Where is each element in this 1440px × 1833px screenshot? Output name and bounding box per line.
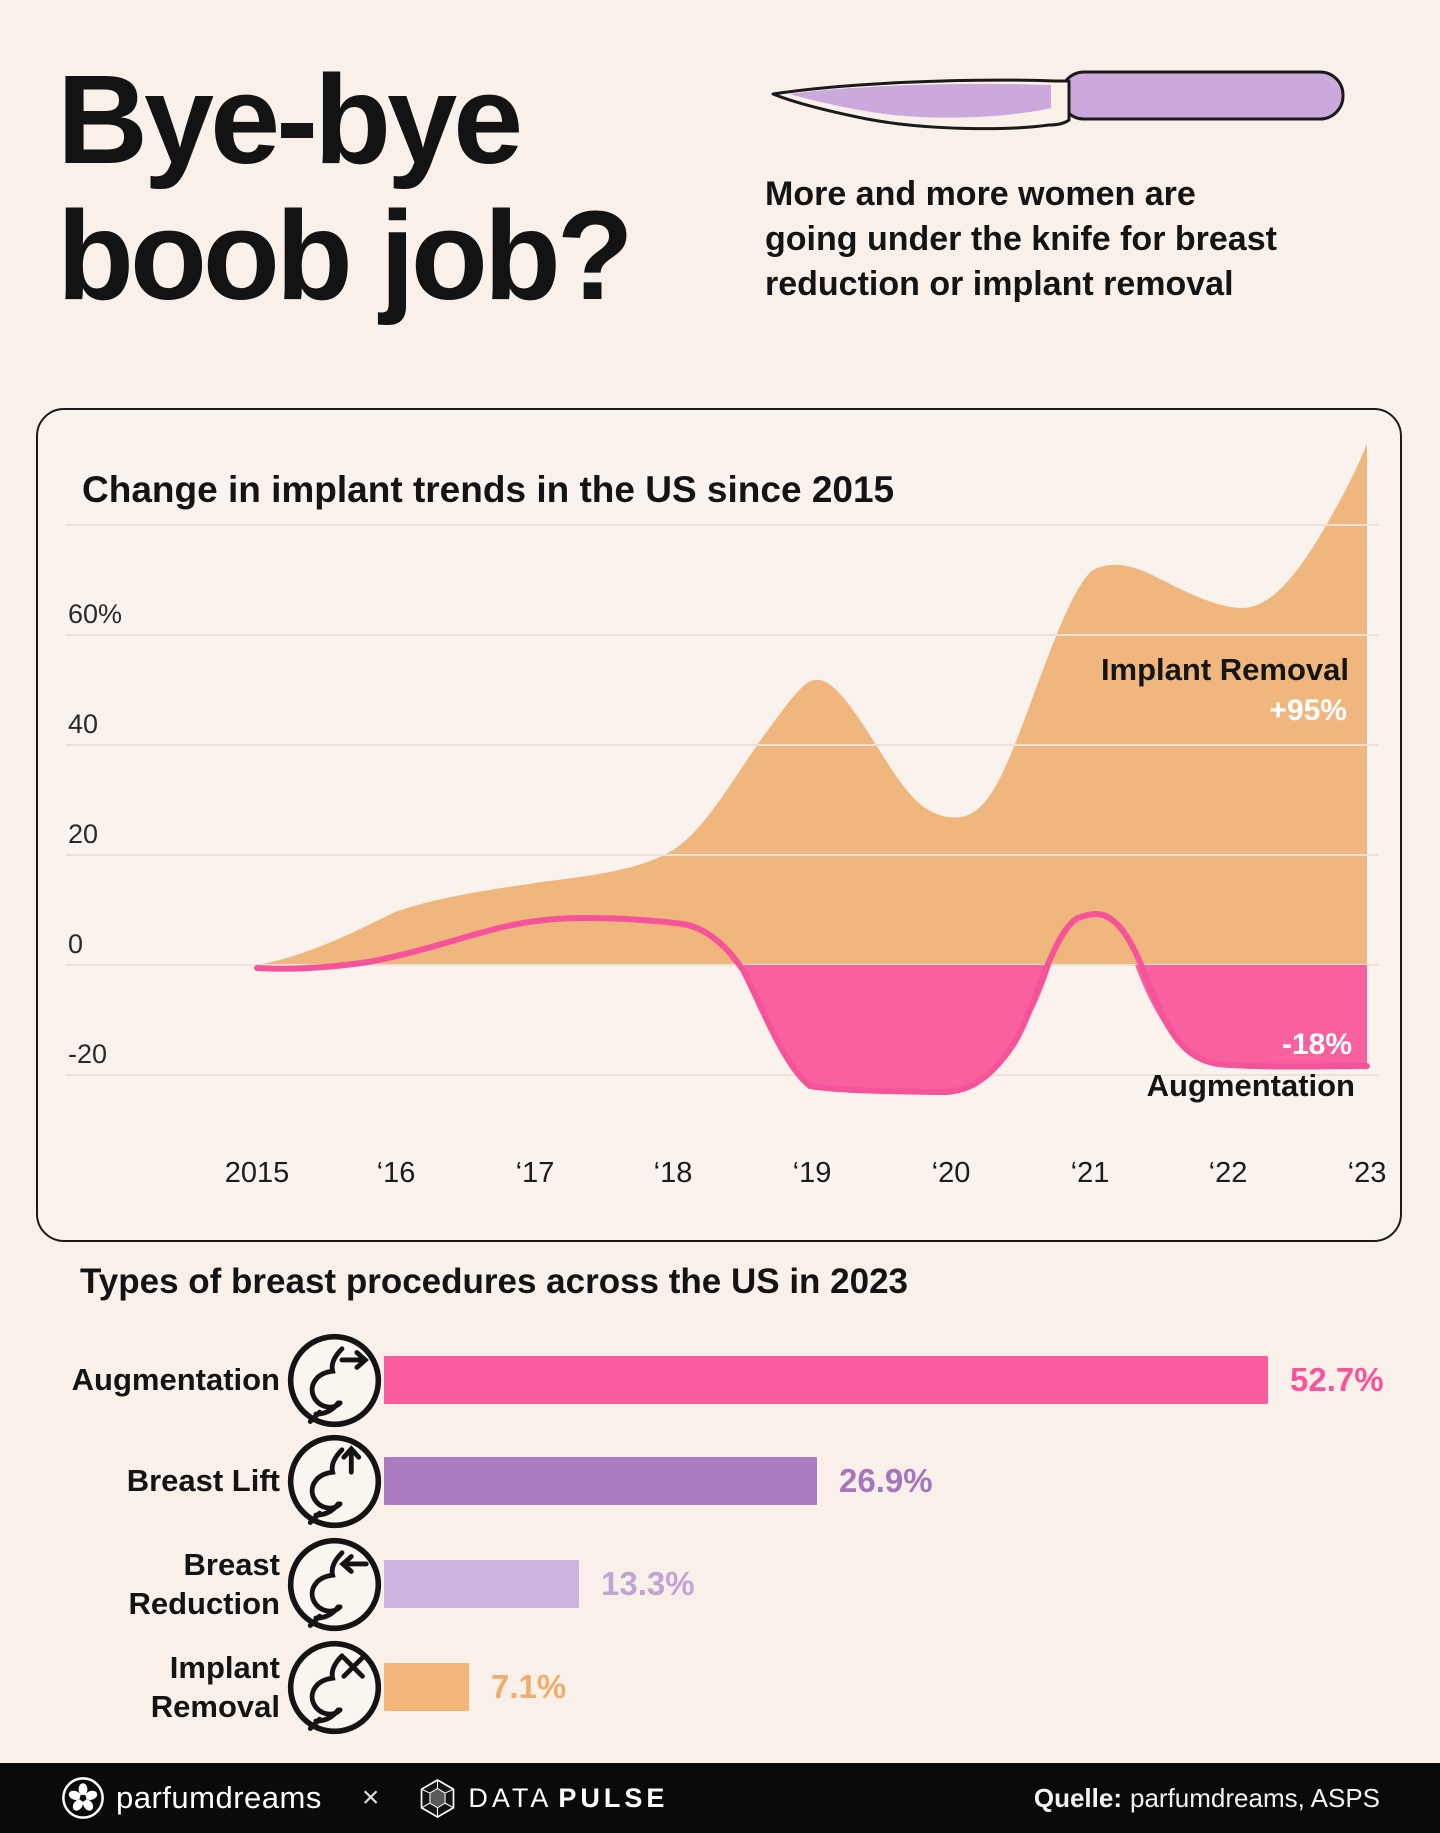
ytick-20: 20 bbox=[68, 819, 98, 849]
augmentation-area bbox=[740, 965, 1367, 1093]
ytick-60: 60% bbox=[68, 599, 122, 629]
datapulse-logo: DATA PULSE bbox=[419, 1778, 668, 1819]
xtick-16: ‘16 bbox=[377, 1157, 416, 1189]
bar-implant-removal bbox=[384, 1663, 469, 1711]
xtick-21: ‘21 bbox=[1071, 1157, 1110, 1189]
page-title: Bye-bye boob job? bbox=[57, 49, 634, 327]
trend-chart-title: Change in implant trends in the US since… bbox=[82, 469, 894, 510]
ytick-40: 40 bbox=[68, 709, 98, 739]
xtick-20: ‘20 bbox=[932, 1157, 971, 1189]
breast-cross-icon bbox=[286, 1639, 383, 1736]
implant-removal-label: Implant Removal bbox=[1101, 652, 1349, 687]
scalpel-icon bbox=[765, 64, 1350, 144]
implant-removal-value: +95% bbox=[1269, 694, 1347, 727]
datapulse-wordmark-bold: PULSE bbox=[558, 1782, 669, 1813]
bar-breast-lift bbox=[384, 1457, 817, 1505]
xtick-17: ‘17 bbox=[516, 1157, 555, 1189]
xtick-18: ‘18 bbox=[654, 1157, 693, 1189]
breast-arrow-up-icon bbox=[286, 1433, 383, 1530]
source-label: Quelle: bbox=[1033, 1782, 1122, 1813]
bar-label-breast-lift: Breast Lift bbox=[126, 1463, 280, 1499]
bar-breast-reduction bbox=[384, 1560, 579, 1608]
augmentation-label: Augmentation bbox=[1147, 1068, 1355, 1103]
bar-value-implant-removal: 7.1% bbox=[491, 1668, 567, 1705]
augmentation-line bbox=[254, 910, 1370, 1096]
implant-removal-area bbox=[257, 443, 1367, 965]
collab-x-icon: × bbox=[361, 1781, 380, 1814]
bar-value-augmentation: 52.7% bbox=[1290, 1361, 1384, 1398]
augmentation-value: -18% bbox=[1282, 1028, 1352, 1061]
footer-bar: parfumdreams × DATA PULSE Quelle: p bbox=[0, 1763, 1440, 1833]
breast-arrow-left-icon bbox=[286, 1536, 383, 1633]
footer-brands: parfumdreams × DATA PULSE bbox=[60, 1775, 668, 1821]
bar-chart-title: Types of breast procedures across the US… bbox=[80, 1262, 909, 1301]
ytick-neg20: -20 bbox=[68, 1039, 107, 1069]
xtick-19: ‘19 bbox=[793, 1157, 832, 1189]
page-subtitle: More and more women are going under the … bbox=[765, 175, 1277, 303]
parfumdreams-wordmark: parfumdreams bbox=[116, 1780, 322, 1815]
xtick-23: ‘23 bbox=[1348, 1157, 1387, 1189]
parfumdreams-logo: parfumdreams bbox=[60, 1775, 322, 1821]
datapulse-hexagon-icon bbox=[421, 1778, 455, 1818]
bar-value-breast-lift: 26.9% bbox=[839, 1462, 933, 1499]
y-axis-labels: 60% 40 20 0 -20 bbox=[68, 599, 122, 1069]
trend-area-chart: Change in implant trends in the US since… bbox=[66, 443, 1387, 1189]
ytick-0: 0 bbox=[68, 929, 83, 959]
trend-chart-card: Change in implant trends in the US since… bbox=[36, 408, 1402, 1242]
bar-label-implant-removal: Implant Removal bbox=[150, 1649, 280, 1724]
bar-value-breast-reduction: 13.3% bbox=[601, 1565, 695, 1602]
xtick-2015: 2015 bbox=[225, 1157, 290, 1189]
bar-label-breast-reduction: Breast Reduction bbox=[128, 1546, 280, 1621]
bar-label-augmentation: Augmentation bbox=[71, 1362, 280, 1398]
parfumdreams-flower-icon bbox=[62, 1777, 104, 1819]
gridlines bbox=[66, 524, 1378, 1076]
bar-augmentation bbox=[384, 1356, 1268, 1404]
breast-arrow-right-icon bbox=[286, 1332, 383, 1429]
source-value: parfumdreams, ASPS bbox=[1130, 1782, 1380, 1813]
xtick-22: ‘22 bbox=[1209, 1157, 1248, 1189]
header-right-block: More and more women are going under the … bbox=[765, 64, 1385, 307]
datapulse-wordmark-light: DATA bbox=[468, 1782, 553, 1813]
source-credit: Quelle: parfumdreams, ASPS bbox=[1034, 1783, 1380, 1814]
x-axis-labels: 2015 ‘16 ‘17 ‘18 ‘19 ‘20 ‘21 ‘22 ‘23 bbox=[225, 1157, 1387, 1189]
